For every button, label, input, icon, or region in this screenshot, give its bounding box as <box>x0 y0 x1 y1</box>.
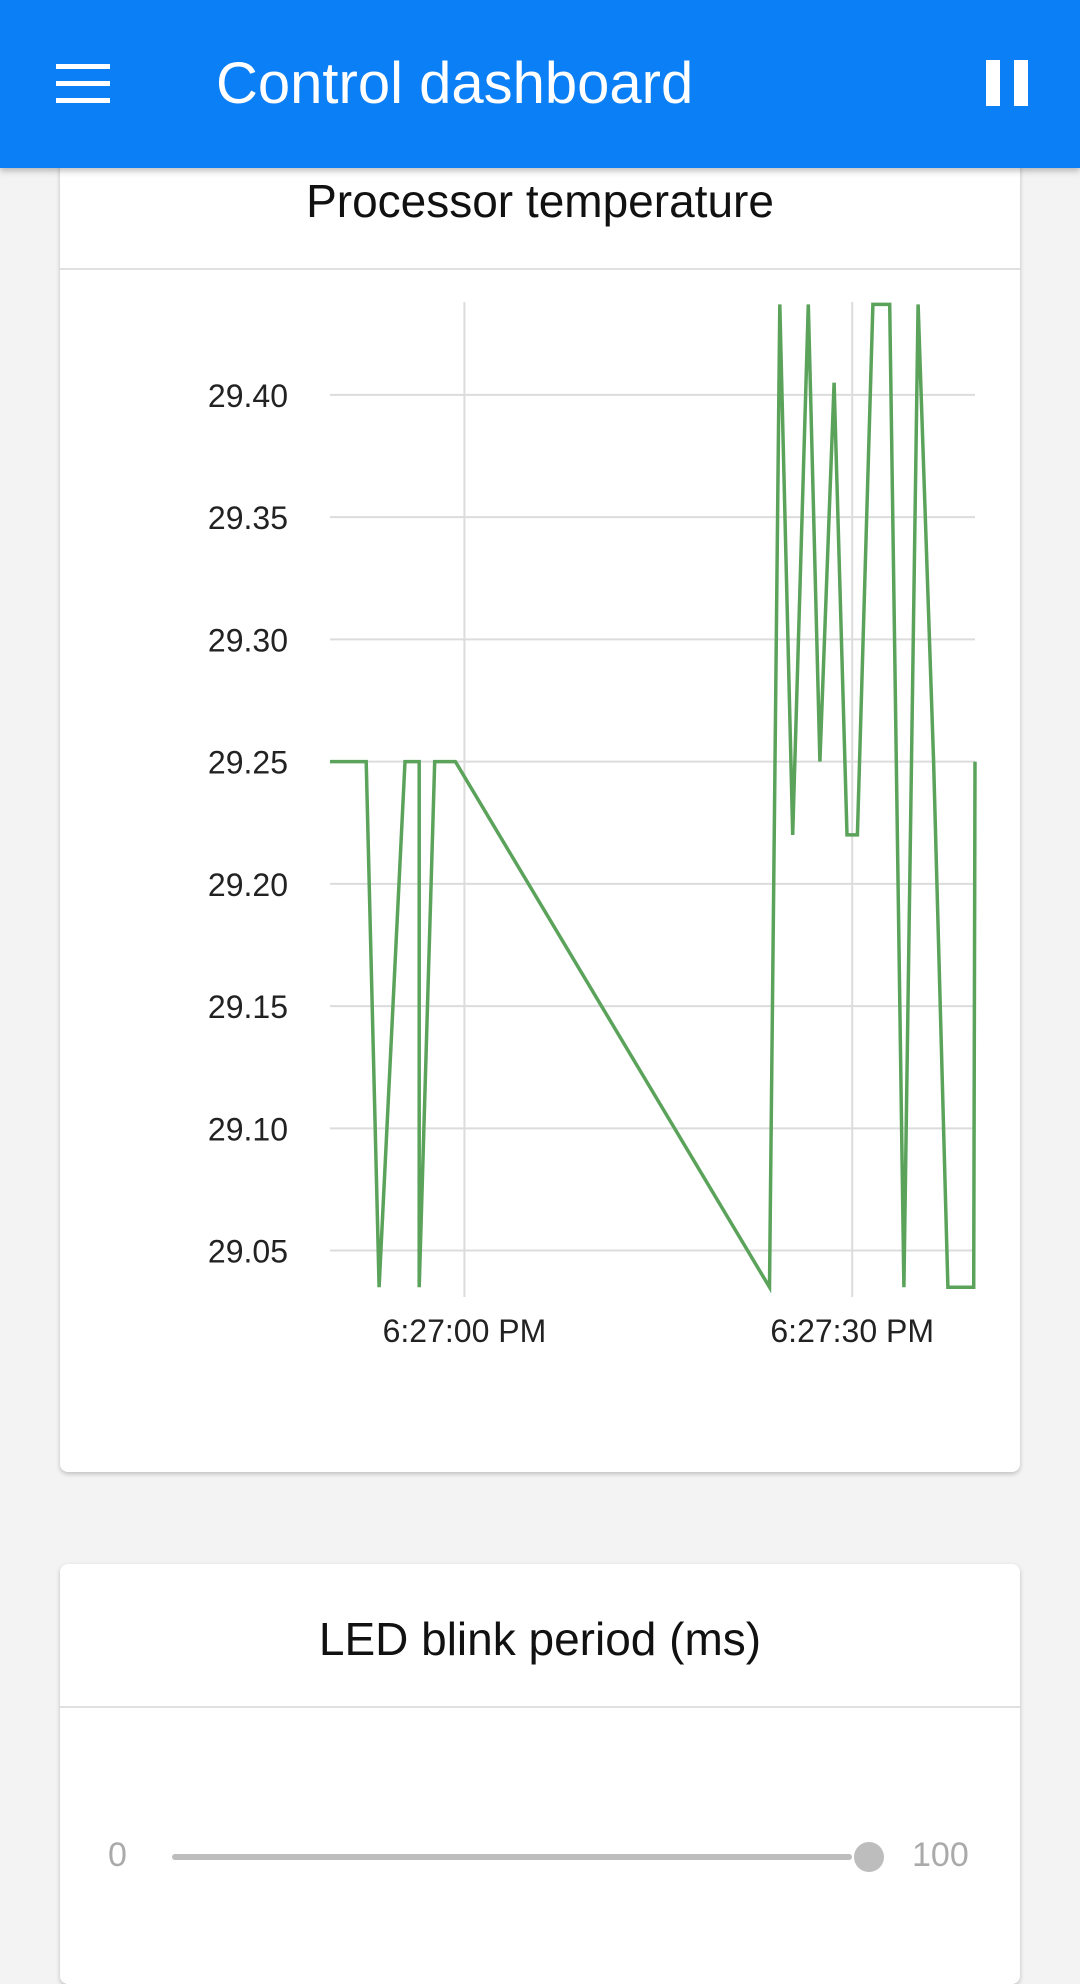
y-tick-label: 29.40 <box>208 378 288 414</box>
menu-icon[interactable] <box>56 64 110 104</box>
y-tick-label: 29.10 <box>208 1111 288 1147</box>
app-title: Control dashboard <box>216 51 694 116</box>
slider-thumb[interactable] <box>854 1842 884 1872</box>
temperature-series-line <box>330 302 977 1294</box>
y-tick-label: 29.30 <box>208 622 288 658</box>
slider-min-label: 0 <box>108 1836 127 1874</box>
app-bar: Control dashboard <box>0 0 1080 168</box>
card-divider <box>60 1706 1020 1708</box>
y-tick-label: 29.15 <box>208 989 288 1025</box>
y-tick-label: 29.35 <box>208 500 288 536</box>
y-tick-label: 29.20 <box>208 867 288 903</box>
pause-icon[interactable] <box>986 60 1028 106</box>
x-tick-label: 6:27:30 PM <box>770 1313 934 1349</box>
temperature-card-title: Processor temperature <box>306 175 774 227</box>
temperature-chart: 29.05 29.10 29.15 29.20 29.25 29.30 29.35 29.40… <box>208 302 977 1349</box>
slider-track[interactable] <box>172 1854 852 1860</box>
y-tick-label: 29.25 <box>208 745 288 781</box>
y-tick-label: 29.05 <box>208 1234 288 1270</box>
led-card-title: LED blink period (ms) <box>318 1613 762 1665</box>
card-divider <box>60 268 1020 270</box>
led-card: LED blink period (ms) 0 100 <box>60 1564 1020 1984</box>
x-tick-label: 6:27:00 PM <box>383 1313 547 1349</box>
slider-max-label: 100 <box>912 1836 969 1874</box>
